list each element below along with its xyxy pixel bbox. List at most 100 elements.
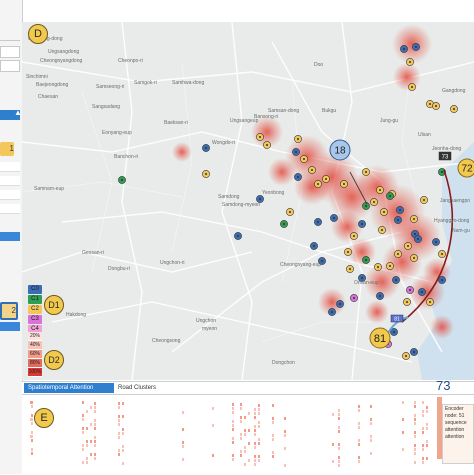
heatmap-cell[interactable] (422, 410, 424, 413)
heatmap-cell[interactable] (118, 453, 120, 456)
heatmap-cell[interactable] (284, 430, 286, 433)
heatmap-cell[interactable] (248, 412, 250, 415)
heatmap-cell[interactable] (426, 406, 428, 409)
heatmap-cell[interactable] (258, 425, 260, 428)
heatmap-cell[interactable] (426, 457, 428, 460)
heatmap-cell[interactable] (31, 439, 33, 442)
heatmap-cell[interactable] (272, 434, 274, 437)
heatmap-cell[interactable] (254, 425, 256, 428)
heatmap-cell[interactable] (31, 405, 33, 408)
heatmap-cell[interactable] (338, 430, 340, 433)
cluster-legend-item[interactable]: C3 (28, 315, 42, 324)
heatmap-cell[interactable] (254, 416, 256, 419)
heatmap-cell[interactable] (358, 439, 360, 442)
heatmap-cell[interactable] (94, 427, 96, 430)
heatmap-cell[interactable] (86, 461, 88, 464)
heatmap-cell[interactable] (82, 427, 84, 430)
heatmap-cell[interactable] (212, 424, 214, 427)
heatmap-cell[interactable] (370, 405, 372, 408)
heatmap-cell[interactable] (258, 412, 260, 415)
heatmap-cell[interactable] (86, 457, 88, 460)
heatmap-cell[interactable] (402, 401, 404, 404)
heatmap-cell[interactable] (94, 457, 96, 460)
heatmap-cell[interactable] (422, 414, 424, 417)
heatmap-cell[interactable] (31, 422, 33, 425)
heatmap-cell[interactable] (272, 421, 274, 424)
heatmap-cell[interactable] (182, 445, 184, 448)
heatmap-cell[interactable] (414, 401, 416, 404)
heatmap-cell[interactable] (240, 450, 242, 453)
heatmap-cell[interactable] (258, 404, 260, 407)
heatmap-cell[interactable] (426, 410, 428, 413)
heatmap-cell[interactable] (94, 419, 96, 422)
heatmap-cell[interactable] (82, 401, 84, 404)
heatmap-cell[interactable] (338, 464, 340, 467)
heatmap-cell[interactable] (122, 445, 124, 448)
heatmap-cell[interactable] (258, 421, 260, 424)
heatmap-cell[interactable] (338, 413, 340, 416)
heatmap-cell[interactable] (244, 450, 246, 453)
heatmap-cell[interactable] (414, 414, 416, 417)
heatmap-cell[interactable] (370, 422, 372, 425)
heatmap-cell[interactable] (244, 433, 246, 436)
heatmap-cell[interactable] (244, 416, 246, 419)
attention-heatmap[interactable] (22, 395, 432, 475)
heatmap-cell[interactable] (370, 435, 372, 438)
heatmap-cell[interactable] (338, 409, 340, 412)
heatmap-cell[interactable] (402, 431, 404, 434)
heatmap-cell[interactable] (90, 406, 92, 409)
heatmap-cell[interactable] (370, 452, 372, 455)
sidebar-input-1[interactable] (0, 46, 20, 58)
heatmap-cell[interactable] (118, 449, 120, 452)
heatmap-cell[interactable] (31, 448, 33, 451)
heatmap-cell[interactable] (338, 460, 340, 463)
heatmap-cell[interactable] (232, 403, 234, 406)
heatmap-cell[interactable] (240, 433, 242, 436)
heatmap-cell[interactable] (94, 453, 96, 456)
sidebar-active-tab[interactable] (0, 110, 20, 120)
heatmap-cell[interactable] (332, 413, 334, 416)
heatmap-cell[interactable] (422, 431, 424, 434)
heatmap-cell[interactable] (414, 405, 416, 408)
heatmap-cell[interactable] (358, 460, 360, 463)
heatmap-cell[interactable] (422, 427, 424, 430)
heatmap-cell[interactable] (212, 454, 214, 457)
heatmap-cell[interactable] (248, 429, 250, 432)
heatmap-cell[interactable] (82, 444, 84, 447)
sidebar-clusters-box[interactable]: 2 (0, 302, 18, 320)
heatmap-cell[interactable] (272, 455, 274, 458)
heatmap-cell[interactable] (182, 411, 184, 414)
heatmap-cell[interactable] (414, 431, 416, 434)
heatmap-cell[interactable] (284, 417, 286, 420)
heatmap-cell[interactable] (422, 457, 424, 460)
heatmap-cell[interactable] (232, 411, 234, 414)
chevron-up-icon[interactable]: ▲ (14, 108, 22, 117)
heatmap-cell[interactable] (338, 456, 340, 459)
heatmap-cell[interactable] (122, 415, 124, 418)
heatmap-cell[interactable] (31, 414, 33, 417)
heatmap-cell[interactable] (86, 444, 88, 447)
heatmap-cell[interactable] (248, 442, 250, 445)
heatmap-cell[interactable] (338, 426, 340, 429)
heatmap-cell[interactable] (240, 403, 242, 406)
heatmap-cell[interactable] (370, 439, 372, 442)
heatmap-cell[interactable] (182, 441, 184, 444)
heatmap-cell[interactable] (122, 402, 124, 405)
heatmap-cell[interactable] (244, 463, 246, 466)
heatmap-cell[interactable] (358, 443, 360, 446)
sidebar-selected-row[interactable] (0, 232, 20, 241)
heatmap-cell[interactable] (358, 456, 360, 459)
heatmap-cell[interactable] (254, 442, 256, 445)
sidebar-row[interactable] (0, 204, 20, 214)
heatmap-cell[interactable] (82, 414, 84, 417)
heatmap-cell[interactable] (358, 422, 360, 425)
map-canvas[interactable]: 18 72 81 73 81 (22, 22, 474, 380)
heatmap-cell[interactable] (118, 419, 120, 422)
heatmap-cell[interactable] (254, 446, 256, 449)
heatmap-cell[interactable] (338, 443, 340, 446)
heatmap-cell[interactable] (370, 418, 372, 421)
heatmap-cell[interactable] (31, 418, 33, 421)
tab-road-clusters[interactable]: Road Clusters (114, 383, 182, 393)
heatmap-cell[interactable] (94, 444, 96, 447)
heatmap-cell[interactable] (94, 406, 96, 409)
